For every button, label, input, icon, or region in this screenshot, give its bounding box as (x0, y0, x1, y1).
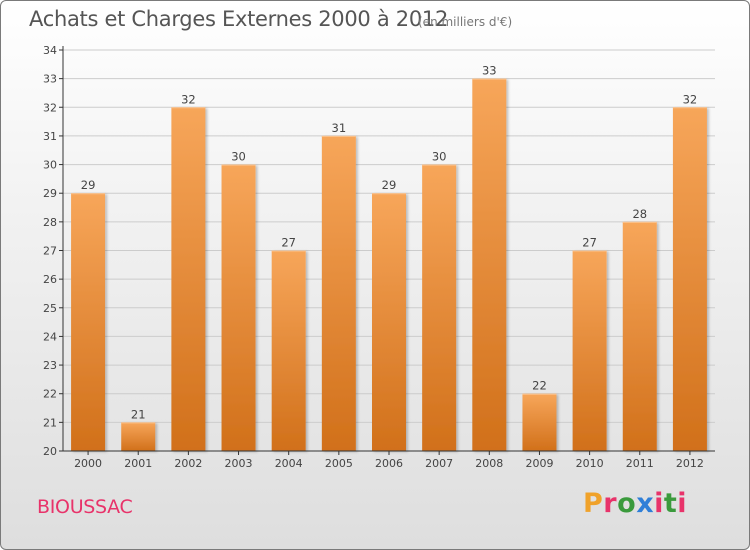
y-tick-label: 26 (43, 273, 57, 286)
y-tick-label: 20 (43, 445, 57, 458)
value-label: 30 (432, 150, 447, 164)
x-tick-label: 2011 (626, 457, 654, 470)
bar (672, 107, 707, 452)
value-label: 22 (532, 379, 547, 393)
x-tick-label: 2006 (375, 457, 403, 470)
y-tick-label: 29 (43, 187, 57, 200)
bar (171, 107, 206, 452)
bars (71, 78, 707, 452)
value-label: 31 (332, 121, 347, 135)
x-tick-label: 2004 (275, 457, 303, 470)
axes: 20 21 22 23 24 25 26 27 28 29 30 31 32 33 34 2000 2001 20… (43, 44, 715, 470)
value-labels: 29 21 32 30 27 31 29 30 33 22 27 28 32 (81, 64, 697, 422)
value-label: 27 (281, 236, 296, 250)
proxiti-logo: Proxiti (583, 488, 687, 519)
x-tick-label: 2001 (124, 457, 152, 470)
logo-letter: t (663, 488, 678, 519)
x-tick-label: 2000 (74, 457, 102, 470)
value-label: 32 (683, 92, 698, 106)
value-label: 29 (382, 178, 397, 192)
y-tick-label: 32 (43, 101, 57, 114)
bar (271, 250, 306, 451)
y-tick-label: 23 (43, 359, 57, 372)
value-label: 29 (81, 178, 96, 192)
logo-letter: r (603, 488, 618, 519)
bar (572, 250, 607, 451)
bar (622, 221, 657, 451)
y-tick-label: 24 (43, 330, 57, 343)
value-label: 21 (131, 407, 146, 421)
logo-letter: i (677, 488, 688, 519)
bar (71, 193, 106, 451)
bar (422, 164, 457, 452)
bar (321, 135, 356, 451)
bar (121, 422, 156, 451)
y-tick-label: 33 (43, 73, 57, 86)
y-tick-label: 22 (43, 388, 57, 401)
x-tick-label: 2010 (576, 457, 604, 470)
x-tick-label: 2009 (525, 457, 553, 470)
commune-name: BIOUSSAC (37, 496, 133, 518)
logo-letter: P (583, 488, 604, 519)
value-label: 28 (632, 207, 647, 221)
value-label: 33 (482, 64, 497, 78)
bar (472, 78, 507, 452)
bar (221, 164, 256, 452)
x-tick-label: 2003 (225, 457, 253, 470)
x-tick-label: 2005 (325, 457, 353, 470)
y-tick-label: 30 (43, 159, 57, 172)
chart-subtitle: (en milliers d'€) (418, 15, 513, 29)
x-tick-label: 2012 (676, 457, 704, 470)
value-label: 32 (181, 92, 196, 106)
y-tick-label: 34 (43, 44, 57, 57)
logo-letter: x (636, 488, 655, 519)
x-tick-label: 2007 (425, 457, 453, 470)
bar (372, 193, 406, 451)
y-tick-label: 25 (43, 302, 57, 315)
bar (522, 393, 557, 451)
value-label: 30 (231, 150, 246, 164)
logo-letter: o (617, 488, 637, 519)
chart-title: Achats et Charges Externes 2000 à 2012 (29, 7, 449, 31)
logo-letter: i (654, 488, 664, 519)
y-tick-label: 31 (43, 130, 57, 143)
y-tick-label: 21 (43, 416, 57, 429)
x-tick-label: 2008 (475, 457, 503, 470)
y-tick-label: 28 (43, 216, 57, 229)
y-tick-label: 27 (43, 245, 57, 258)
value-label: 27 (582, 236, 597, 250)
x-tick-label: 2002 (174, 457, 202, 470)
